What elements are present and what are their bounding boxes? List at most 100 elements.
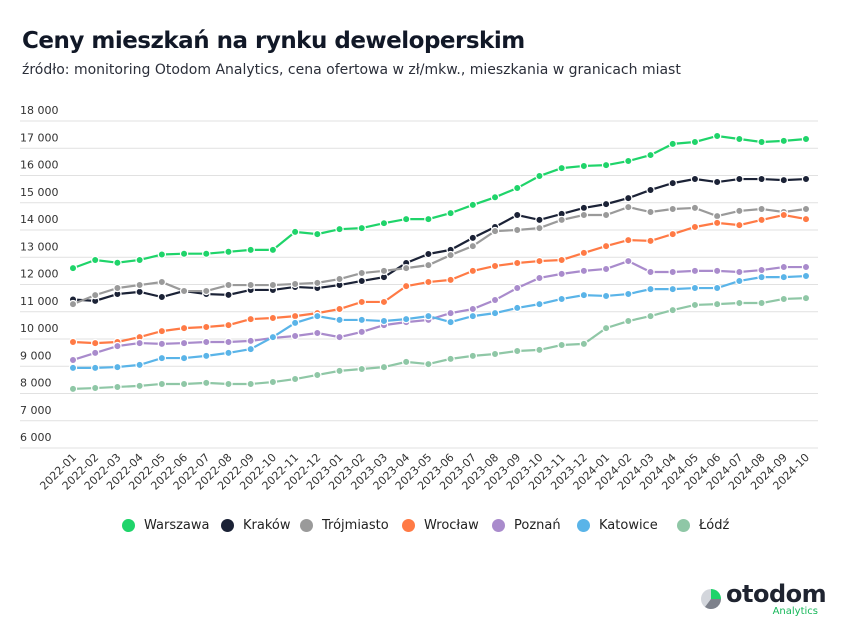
data-point bbox=[668, 229, 677, 239]
data-point bbox=[179, 249, 189, 258]
data-point bbox=[224, 290, 233, 300]
y-tick-label: 11 000 bbox=[20, 295, 59, 308]
data-point bbox=[468, 200, 478, 210]
data-point bbox=[490, 349, 500, 359]
data-point bbox=[446, 308, 455, 318]
data-point bbox=[446, 354, 455, 364]
data-point bbox=[446, 317, 455, 327]
data-point bbox=[313, 278, 322, 288]
data-point bbox=[535, 273, 544, 283]
data-point bbox=[268, 313, 278, 323]
data-point bbox=[335, 274, 344, 284]
data-point bbox=[801, 262, 811, 272]
data-point bbox=[801, 271, 811, 281]
data-point bbox=[290, 279, 300, 289]
data-point bbox=[357, 315, 366, 325]
data-point bbox=[446, 250, 455, 260]
data-point bbox=[690, 203, 700, 213]
data-point bbox=[113, 258, 122, 267]
series-line-Katowice bbox=[73, 274, 807, 369]
data-point bbox=[601, 241, 611, 251]
data-point bbox=[513, 258, 522, 268]
y-tick-label: 13 000 bbox=[20, 240, 59, 253]
data-point bbox=[535, 223, 544, 233]
data-point bbox=[401, 263, 411, 273]
data-point bbox=[624, 193, 633, 203]
data-point bbox=[335, 304, 344, 314]
data-point bbox=[91, 348, 100, 358]
data-point bbox=[68, 355, 78, 365]
data-point bbox=[401, 314, 411, 324]
data-point bbox=[179, 286, 189, 296]
data-point bbox=[268, 332, 278, 342]
data-point bbox=[157, 339, 167, 349]
data-point bbox=[68, 299, 78, 309]
data-point bbox=[268, 280, 278, 290]
data-point bbox=[490, 193, 500, 202]
data-point bbox=[91, 255, 100, 265]
data-point bbox=[202, 322, 211, 332]
data-point bbox=[535, 345, 544, 355]
y-tick-label: 8 000 bbox=[20, 377, 52, 390]
legend-marker bbox=[221, 519, 234, 532]
data-point bbox=[535, 171, 544, 181]
data-point bbox=[91, 290, 100, 300]
legend-label: Wrocław bbox=[424, 518, 479, 533]
data-point bbox=[624, 235, 633, 245]
series-line-Łódź bbox=[72, 297, 807, 390]
data-point bbox=[668, 284, 677, 294]
data-point bbox=[224, 337, 233, 347]
data-point bbox=[424, 359, 433, 369]
data-point bbox=[468, 233, 478, 243]
data-point bbox=[157, 353, 167, 363]
data-point bbox=[801, 174, 811, 184]
data-point bbox=[401, 281, 411, 291]
data-point bbox=[735, 298, 744, 308]
data-point bbox=[157, 292, 167, 302]
data-point bbox=[557, 340, 566, 350]
data-point bbox=[91, 383, 100, 393]
data-point bbox=[779, 294, 788, 304]
data-point bbox=[357, 297, 366, 307]
data-point bbox=[246, 344, 255, 354]
data-point bbox=[424, 277, 433, 287]
legend-label: Warszawa bbox=[144, 518, 210, 533]
legend-item: Poznań bbox=[492, 518, 561, 533]
data-point bbox=[757, 265, 766, 275]
data-point bbox=[468, 266, 478, 276]
data-point bbox=[757, 204, 766, 214]
data-point bbox=[712, 283, 722, 293]
data-point bbox=[601, 199, 611, 209]
data-point bbox=[290, 311, 300, 321]
data-point bbox=[712, 299, 722, 309]
y-tick-label: 18 000 bbox=[20, 104, 59, 117]
data-point bbox=[135, 338, 144, 348]
legend-item: Kraków bbox=[221, 518, 291, 533]
data-point bbox=[313, 328, 322, 338]
data-point bbox=[490, 261, 500, 271]
series-line-Wrocław bbox=[72, 213, 807, 345]
data-point bbox=[379, 266, 389, 276]
data-point bbox=[513, 183, 522, 193]
legend-label: Kraków bbox=[243, 518, 291, 533]
legend-label: Łódź bbox=[699, 518, 730, 533]
data-point bbox=[401, 214, 411, 224]
data-point bbox=[424, 260, 433, 270]
data-point bbox=[690, 300, 700, 310]
data-point bbox=[601, 291, 611, 301]
data-point bbox=[91, 338, 100, 348]
data-point bbox=[757, 137, 766, 147]
data-point bbox=[202, 249, 211, 258]
data-point bbox=[601, 210, 611, 220]
data-point bbox=[579, 161, 589, 171]
legend-item: Wrocław bbox=[402, 518, 479, 533]
data-point bbox=[68, 263, 78, 273]
data-point bbox=[579, 203, 589, 213]
data-point bbox=[424, 214, 433, 224]
chart-title: Ceny mieszkań na rynku deweloperskim bbox=[22, 28, 525, 54]
data-point bbox=[179, 379, 189, 389]
data-point bbox=[290, 318, 300, 328]
data-point bbox=[779, 175, 788, 185]
data-point bbox=[513, 210, 522, 220]
data-point bbox=[535, 256, 544, 266]
